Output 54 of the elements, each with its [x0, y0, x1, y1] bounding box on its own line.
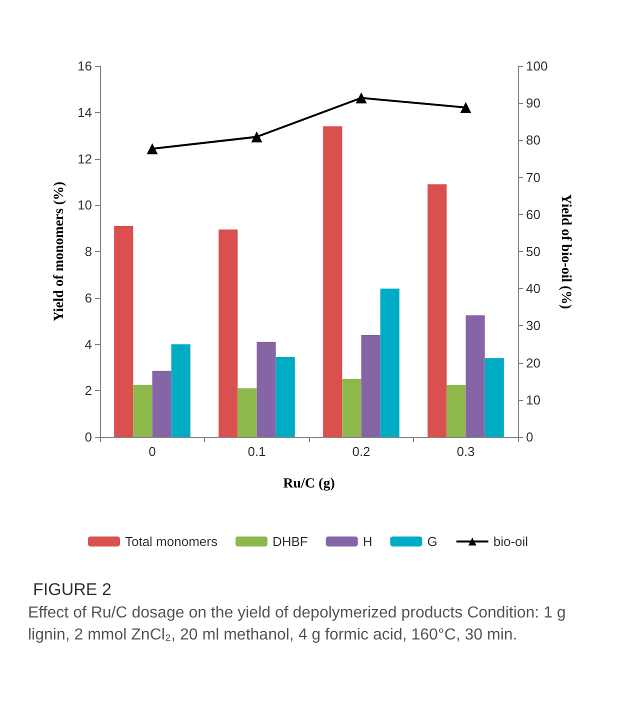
bar — [276, 357, 295, 437]
point — [251, 131, 262, 142]
text: Effect of Ru/C dosage on the yield of depolymerized products Condition: 1 g lignin, 2 mmol ZnCl₂, 20 ml methanol, 4 g formic acid, 160°C, 30 min. — [28, 604, 570, 644]
y-tick-label: 6 — [84, 290, 92, 306]
x-tick-label: 0.2 — [352, 444, 370, 459]
y2-tick-label: 0 — [526, 430, 534, 444]
y-axis-title: Yield of monomers (%) — [52, 181, 68, 322]
y-tick-label: 0 — [84, 430, 92, 444]
y2-tick-label: 100 — [526, 58, 548, 74]
y-tick-label: 12 — [78, 151, 92, 166]
bar — [152, 370, 172, 437]
y2-tick-label: 70 — [526, 170, 540, 185]
bar — [446, 384, 466, 437]
y2-tick-label: 30 — [526, 318, 540, 334]
y-tick-label: 10 — [78, 198, 92, 213]
bar — [238, 388, 257, 437]
bar — [171, 344, 190, 437]
y-tick-label: 2 — [84, 383, 92, 398]
y-tick-label: 4 — [84, 336, 92, 352]
y2-tick-label: 90 — [526, 96, 540, 111]
y2-tick-label: 10 — [526, 392, 540, 408]
point — [460, 102, 472, 114]
x-tick-label: 0.3 — [456, 444, 475, 459]
bar — [342, 379, 362, 437]
bar — [256, 342, 276, 437]
x-tick-label: 0.1 — [248, 444, 266, 459]
text: FIGURE 2 — [33, 580, 112, 599]
bar — [380, 288, 400, 437]
bar — [114, 226, 134, 437]
legend-label: DHBF — [272, 534, 308, 549]
y2-tick-label: 60 — [526, 206, 540, 222]
legend-label: G — [427, 534, 438, 549]
legend-label: Total monomers — [124, 534, 218, 549]
bar — [428, 184, 447, 437]
point — [356, 92, 367, 104]
y-tick-label: 8 — [84, 244, 92, 259]
y-tick-label: 14 — [78, 104, 92, 120]
bar — [218, 229, 238, 437]
bar — [361, 334, 380, 437]
y2-axis-title: Yield of bio-oil (%) — [558, 194, 574, 310]
x-tick-label: 0 — [148, 444, 156, 459]
bar — [466, 315, 485, 437]
y2-tick-label: 40 — [526, 281, 540, 296]
point — [146, 143, 158, 154]
legend-label: bio-oil — [493, 534, 528, 549]
y2-tick-label: 50 — [526, 244, 540, 259]
legend-label: H — [362, 534, 372, 549]
bar — [323, 126, 342, 437]
y2-tick-label: 20 — [526, 355, 540, 370]
x-axis-title: Ru/C (g) — [283, 476, 336, 492]
bar — [484, 358, 504, 437]
y2-tick-label: 80 — [526, 132, 540, 148]
y-tick-label: 16 — [78, 58, 92, 74]
bar — [133, 384, 152, 437]
